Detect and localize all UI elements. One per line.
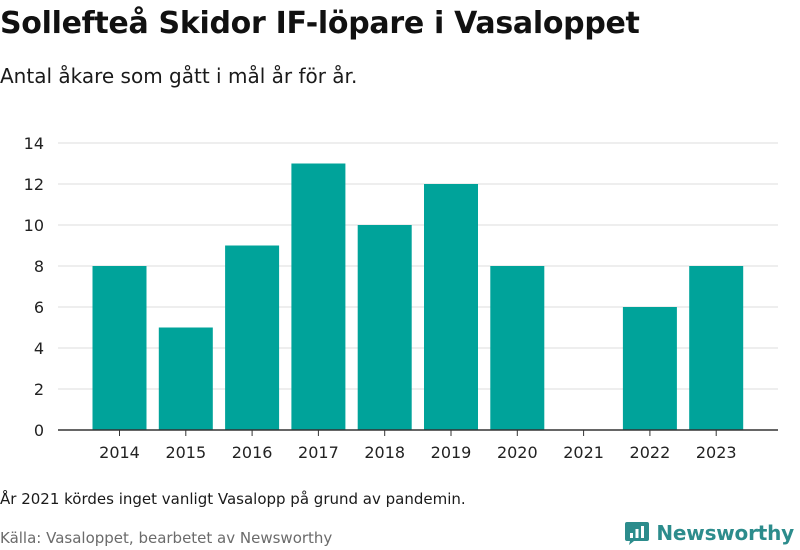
x-tick-label: 2015 [165, 443, 206, 462]
y-axis-ticks: 0 2 4 6 8 10 12 14 [24, 134, 44, 440]
source-credit: Källa: Vasaloppet, bearbetet av Newswort… [0, 529, 333, 547]
newsworthy-logo-icon [625, 522, 650, 545]
x-tick-label: 2020 [497, 443, 538, 462]
y-tick-label: 0 [34, 421, 44, 440]
chart-subtitle: Antal åkare som gått i mål år för år. [0, 64, 358, 88]
x-tick-label: 2017 [298, 443, 339, 462]
bar-2016 [225, 245, 280, 430]
y-tick-label: 6 [34, 298, 44, 317]
bar-2015 [158, 327, 213, 430]
y-tick-label: 4 [34, 339, 44, 358]
bar-2019 [424, 184, 478, 430]
bar-2022 [622, 307, 677, 430]
y-tick-label: 14 [24, 134, 44, 153]
y-tick-label: 12 [24, 175, 44, 194]
brand-logo: Newsworthy [624, 520, 794, 546]
chart-title: Sollefteå Skidor IF-löpare i Vasaloppet [0, 6, 640, 41]
bar-2018 [357, 225, 412, 430]
x-tick-label: 2022 [630, 443, 671, 462]
bar-2023 [689, 266, 744, 430]
brand-name: Newsworthy [656, 521, 794, 545]
x-tick-label: 2016 [232, 443, 273, 462]
bar-2014 [92, 266, 147, 430]
x-tick-label: 2021 [563, 443, 604, 462]
footnote: År 2021 kördes inget vanligt Vasalopp på… [0, 490, 466, 508]
bar-2017 [291, 163, 346, 430]
x-tick-label: 2023 [696, 443, 737, 462]
y-tick-label: 8 [34, 257, 44, 276]
x-tick-label: 2019 [431, 443, 472, 462]
bars [92, 163, 744, 430]
x-axis-ticks: 2014 2015 2016 2017 2018 2019 2020 2021 2022 2023 [99, 430, 737, 462]
x-tick-label: 2014 [99, 443, 140, 462]
y-tick-label: 10 [24, 216, 44, 235]
bar-2020 [490, 266, 545, 430]
bar-chart: 0 2 4 6 8 10 12 14 2014 2015 2016 2017 2018 2019 2020… [24, 134, 778, 462]
x-tick-label: 2018 [364, 443, 405, 462]
y-tick-label: 2 [34, 380, 44, 399]
